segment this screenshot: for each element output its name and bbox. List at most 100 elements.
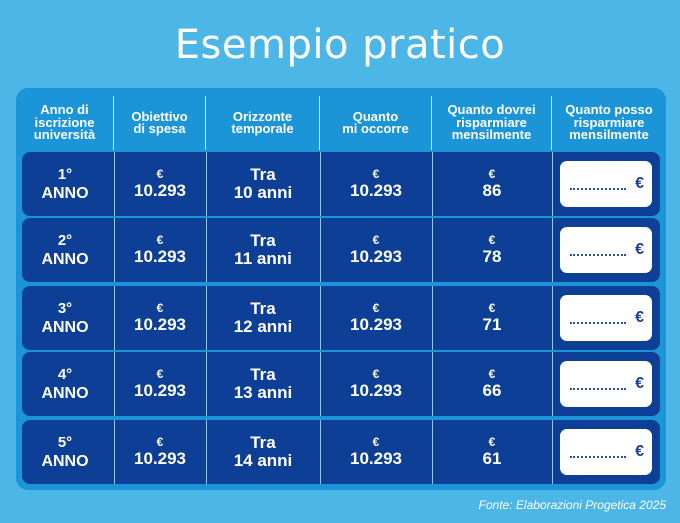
input-dotted-line [570,254,626,256]
monthly-cell: €86 [432,152,552,216]
header-orizzonte: Orizzonte temporale [206,96,320,150]
monthly-value: 66 [482,381,502,400]
horizon-years: 14 anni [233,451,293,470]
monthly-value: 71 [482,315,502,334]
column-divider [320,352,321,416]
input-dotted-line [570,322,626,324]
year-cell: 2° ANNO [16,218,114,282]
header-line: risparmiare [573,114,645,130]
column-divider [320,218,321,282]
input-currency: € [635,375,644,392]
header-line: mensilmente [569,127,649,143]
currency-symbol: € [372,367,380,381]
header-quanto: Quanto mi occorre [320,96,432,150]
currency-symbol: € [156,233,164,247]
column-divider [114,352,115,416]
column-divider [114,152,115,216]
need-value: 10.293 [350,247,402,266]
year-word: ANNO [41,184,89,202]
column-divider [320,286,321,350]
currency-symbol: € [372,435,380,449]
column-divider [432,218,433,282]
column-divider [552,152,553,216]
need-value: 10.293 [350,181,402,200]
column-divider [206,286,207,350]
currency-symbol: € [372,301,380,315]
horizon-cell: Tra 12 anni [206,286,320,350]
year-cell: 1° ANNO [16,152,114,216]
savings-input-field[interactable]: € [560,429,652,475]
currency-symbol: € [488,167,496,181]
currency-symbol: € [372,233,380,247]
column-divider [114,286,115,350]
horizon-cell: Tra 13 anni [206,352,320,416]
column-divider [432,286,433,350]
currency-symbol: € [488,367,496,381]
header-line: Orizzonte [232,108,293,124]
goal-cell: €10.293 [114,352,206,416]
header-anno: Anno di iscrizione università [16,96,114,150]
savings-input-field[interactable]: € [560,361,652,407]
year-number: 1° [57,165,73,183]
input-currency: € [635,309,644,326]
horizon-cell: Tra 11 anni [206,218,320,282]
monthly-cell: €78 [432,218,552,282]
input-currency: € [635,241,644,258]
horizon-tra: Tra [250,433,276,452]
currency-symbol: € [488,301,496,315]
monthly-value: 86 [482,181,502,200]
column-divider [320,420,321,484]
goal-value: 10.293 [134,247,186,266]
year-cell: 4° ANNO [16,352,114,416]
goal-value: 10.293 [134,315,186,334]
header-line: di spesa [133,121,186,136]
monthly-cell: €66 [432,352,552,416]
header-line: Obiettivo [131,108,188,124]
need-cell: €10.293 [320,352,432,416]
header-dovrei: Quanto dovrei risparmiare mensilmente [432,96,552,150]
goal-cell: €10.293 [114,286,206,350]
header-line: Anno di [40,102,89,118]
horizon-cell: Tra 14 anni [206,420,320,484]
need-cell: €10.293 [320,420,432,484]
savings-input-field[interactable]: € [560,161,652,207]
currency-symbol: € [156,435,164,449]
year-word: ANNO [41,452,89,470]
page-title: Esempio pratico [174,22,506,68]
column-divider [206,352,207,416]
header-line: Quanto [352,108,399,124]
currency-symbol: € [488,435,496,449]
header-line: iscrizione [34,114,95,130]
year-number: 3° [57,299,73,317]
header-line: università [33,127,96,143]
need-cell: €10.293 [320,218,432,282]
column-divider [552,420,553,484]
column-divider [552,286,553,350]
savings-input-field[interactable]: € [560,295,652,341]
currency-symbol: € [488,233,496,247]
need-value: 10.293 [350,315,402,334]
savings-input-field[interactable]: € [560,227,652,273]
column-divider [206,152,207,216]
horizon-tra: Tra [250,299,276,318]
column-divider [206,218,207,282]
table-row [22,286,660,350]
column-divider [432,352,433,416]
table-row [22,352,660,416]
currency-symbol: € [156,367,164,381]
savings-table: Anno di iscrizione università Obiettivo di s… [16,88,666,490]
monthly-cell: €61 [432,420,552,484]
goal-value: 10.293 [134,449,186,468]
goal-cell: €10.293 [114,152,206,216]
header-obiettivo: Obiettivo di spesa [114,96,206,150]
header-line: risparmiare [456,114,527,130]
horizon-tra: Tra [250,165,276,184]
column-divider [432,420,433,484]
need-value: 10.293 [350,381,402,400]
header-line: Quanto posso [565,102,653,118]
currency-symbol: € [372,167,380,181]
input-dotted-line [570,188,626,190]
monthly-cell: €71 [432,286,552,350]
table-row [22,152,660,216]
column-divider [552,352,553,416]
